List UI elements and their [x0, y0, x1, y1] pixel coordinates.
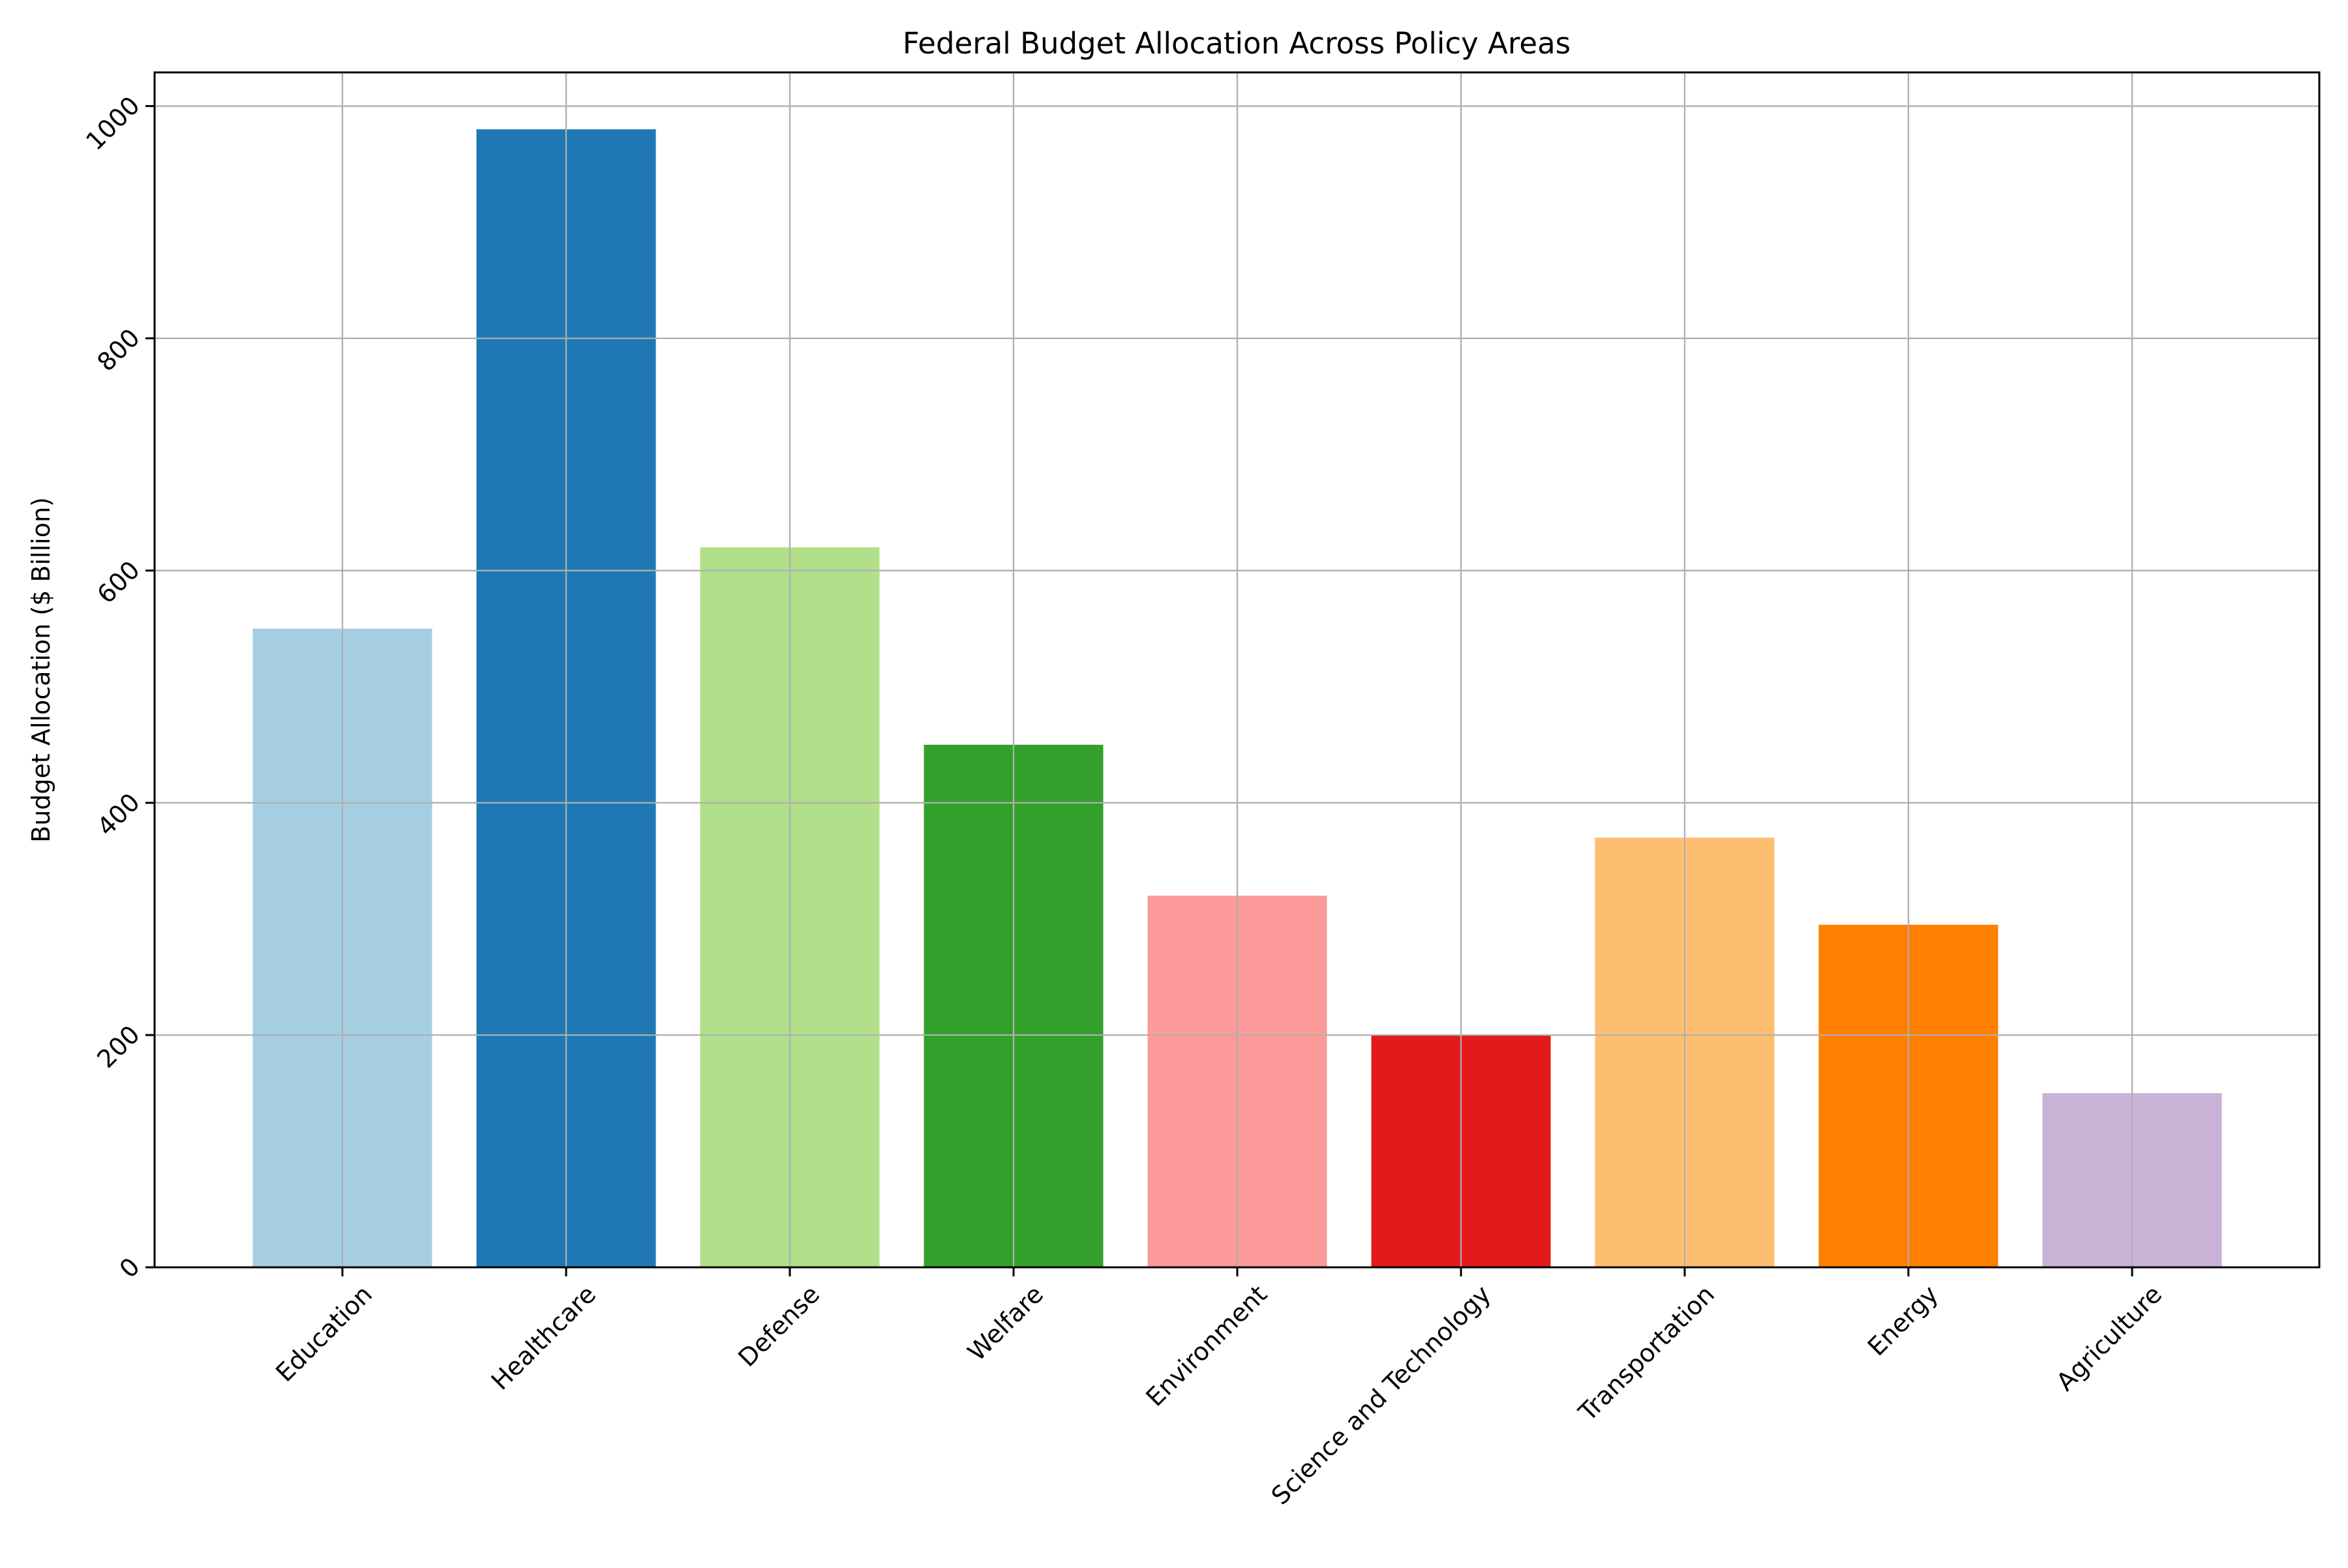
y-axis-label: Budget Allocation ($ Billion) [27, 497, 55, 843]
chart-title: Federal Budget Allocation Across Policy … [903, 26, 1571, 61]
